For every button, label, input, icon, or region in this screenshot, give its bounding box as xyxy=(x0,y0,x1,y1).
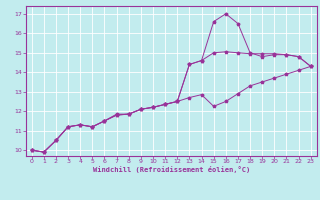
X-axis label: Windchill (Refroidissement éolien,°C): Windchill (Refroidissement éolien,°C) xyxy=(92,166,250,173)
